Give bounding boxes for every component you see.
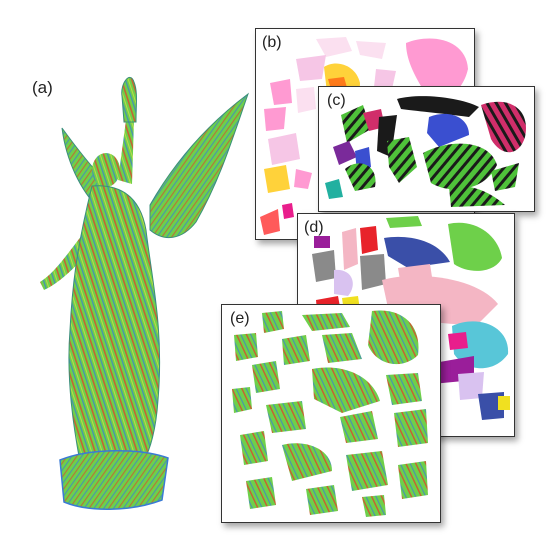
panel-e-atlas [232, 310, 428, 517]
statue-robe [68, 185, 161, 463]
label-b: (b) [262, 34, 282, 51]
statue-torch [121, 76, 137, 123]
panel-e: (e) [221, 304, 441, 523]
statue-head [92, 153, 120, 187]
statue-wing-right [149, 92, 250, 238]
label-a: (a) [32, 78, 53, 97]
label-e: (e) [230, 310, 250, 327]
panel-c: (c) [318, 86, 535, 212]
panel-d-atlas [312, 216, 510, 420]
label-d: (d) [304, 219, 324, 236]
label-c: (c) [327, 92, 346, 109]
panel-c-atlas [325, 96, 526, 207]
panel-b-atlas [260, 37, 468, 235]
statue-raised-arm [118, 120, 134, 184]
angel-statue-illustration [40, 76, 250, 511]
statue-base [59, 449, 169, 511]
